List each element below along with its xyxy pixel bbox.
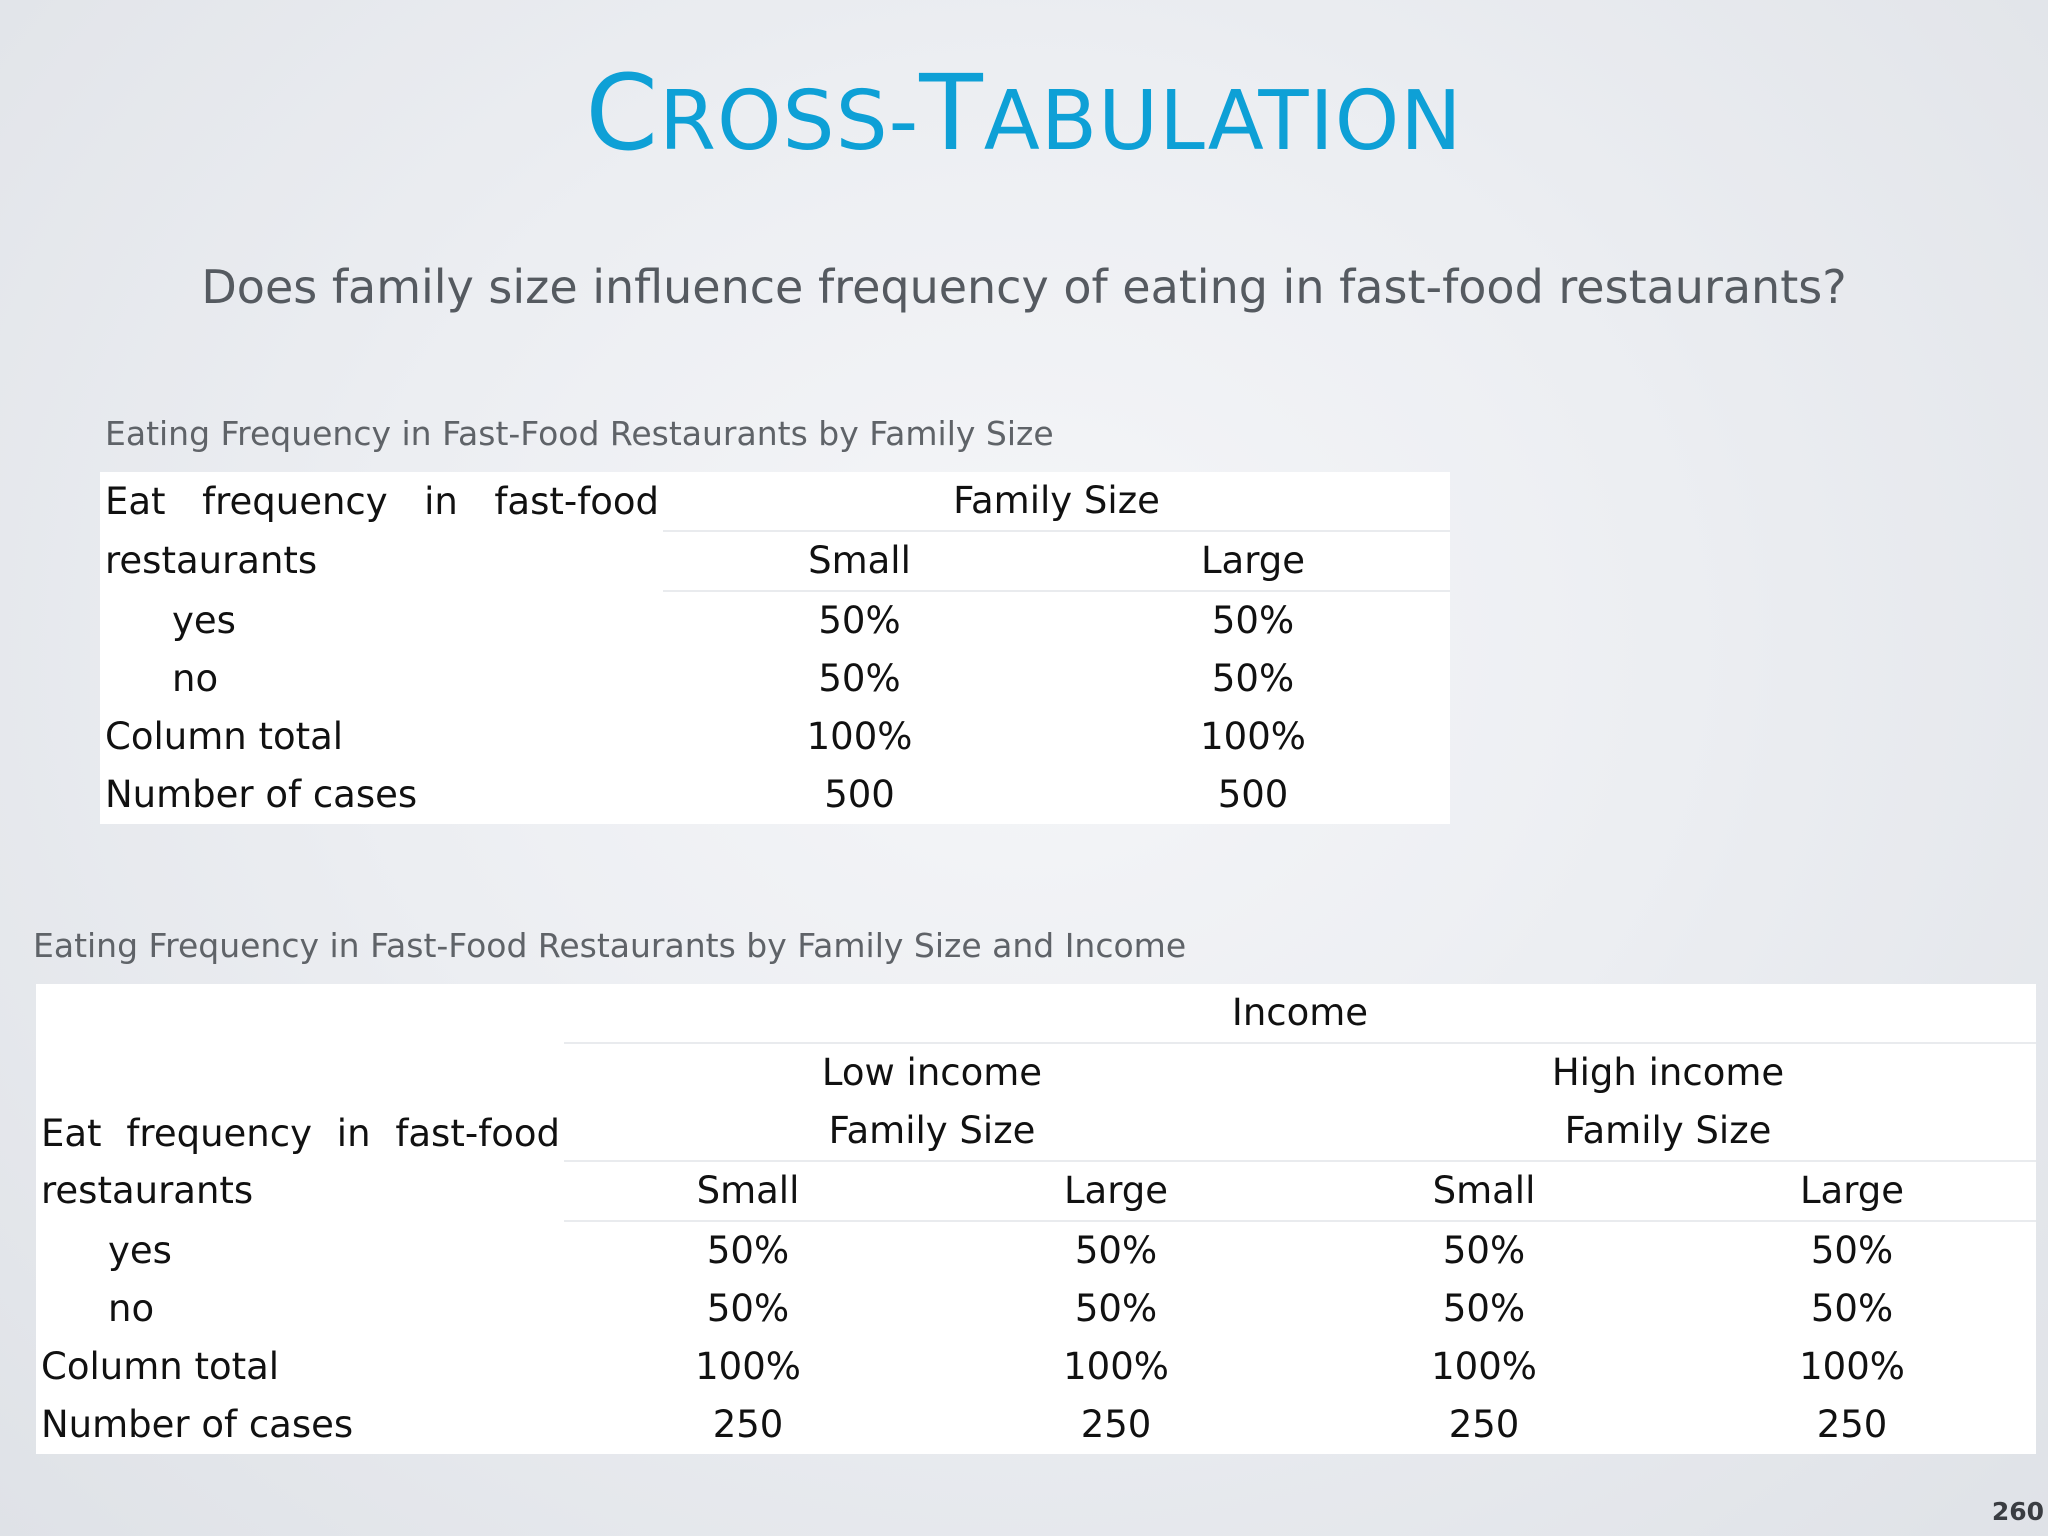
table-cell: 50%	[1810, 1287, 1894, 1330]
table-cell: 100%	[806, 715, 913, 758]
table-cell: 50%	[1074, 1229, 1158, 1272]
table-cell: 250	[712, 1403, 784, 1446]
family-size-header: Family Size	[1300, 1102, 2036, 1162]
income-header: Income	[564, 984, 2036, 1044]
table-row: yes 50% 50%	[100, 591, 1450, 650]
table-row: yes 50% 50% 50% 50%	[36, 1221, 2036, 1280]
column-header: Small	[1300, 1161, 1668, 1222]
row-label: Number of cases	[105, 773, 418, 816]
table-cell: 50%	[1442, 1229, 1526, 1272]
row-label: yes	[172, 598, 236, 642]
table-cell: 100%	[1431, 1345, 1537, 1388]
table-cell: 50%	[1442, 1287, 1526, 1330]
row-label: Column total	[105, 715, 344, 758]
table-row: no 50% 50% 50% 50%	[36, 1280, 2036, 1338]
slide-question: Does family size influence frequency of …	[201, 260, 1847, 314]
row-label: yes	[108, 1228, 172, 1272]
table-cell: 50%	[818, 599, 901, 642]
page-number: 260	[1991, 1497, 2044, 1526]
column-header: Large	[932, 1161, 1300, 1222]
row-label: no	[172, 657, 219, 700]
family-size-income-crosstab: Eat frequency in fast-food Income Low in…	[36, 984, 2036, 1454]
table-cell: 100%	[1200, 715, 1306, 758]
table-cell: 100%	[695, 1345, 801, 1388]
column-header: Large	[1668, 1161, 2036, 1222]
row-header-line1: Eat frequency in fast-food	[105, 479, 659, 523]
family-size-header: Family Size	[663, 472, 1450, 532]
table-cell: 50%	[1810, 1229, 1894, 1272]
table-cell: 250	[1080, 1403, 1152, 1446]
row-label: no	[108, 1287, 155, 1330]
table-cell: 500	[1217, 773, 1289, 816]
table-cell: 100%	[1063, 1345, 1169, 1388]
table-row: Column total 100% 100% 100% 100%	[36, 1338, 2036, 1396]
table-row: Number of cases 250 250 250 250	[36, 1396, 2036, 1454]
table-cell: 250	[1448, 1403, 1520, 1446]
row-label: Column total	[41, 1345, 280, 1388]
table-cell: 500	[824, 773, 895, 816]
family-size-crosstab: Eat frequency in fast-food Family Size r…	[100, 472, 1450, 824]
table-cell: 50%	[706, 1287, 790, 1330]
table2-caption: Eating Frequency in Fast-Food Restaurant…	[33, 926, 1187, 965]
table-cell: 50%	[1211, 657, 1295, 700]
table-row: no 50% 50%	[100, 650, 1450, 708]
slide-title: CROSS-TABULATION	[585, 52, 1463, 174]
low-income-header: Low income	[821, 1051, 1043, 1094]
table-cell: 50%	[818, 657, 901, 700]
table1-caption: Eating Frequency in Fast-Food Restaurant…	[105, 414, 1054, 453]
table-cell: 250	[1816, 1403, 1888, 1446]
table-cell: 100%	[1799, 1345, 1905, 1388]
row-header-line2: restaurants	[41, 1169, 254, 1212]
column-header: Small	[663, 531, 1056, 592]
row-label: Number of cases	[41, 1403, 354, 1446]
high-income-header: High income	[1551, 1051, 1785, 1094]
row-header-line1: Eat frequency in fast-food	[41, 1112, 560, 1155]
table-row: Column total 100% 100%	[100, 708, 1450, 766]
row-header-line2: restaurants	[105, 539, 318, 582]
table-cell: 50%	[1211, 599, 1295, 642]
table-cell: 50%	[1074, 1287, 1158, 1330]
family-size-header: Family Size	[564, 1102, 1300, 1162]
column-header: Small	[564, 1161, 932, 1222]
column-header: Large	[1056, 531, 1450, 592]
table-row: Number of cases 500 500	[100, 766, 1450, 824]
table-cell: 50%	[706, 1229, 790, 1272]
